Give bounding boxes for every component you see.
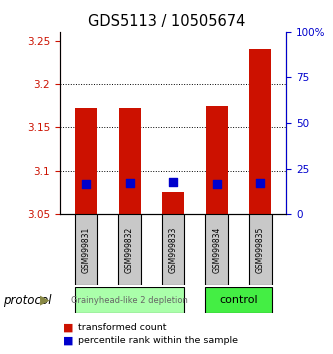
Text: GDS5113 / 10505674: GDS5113 / 10505674 — [88, 14, 245, 29]
Bar — [205, 287, 272, 313]
Text: ▶: ▶ — [40, 293, 50, 307]
Text: control: control — [219, 295, 258, 305]
Text: ■: ■ — [63, 336, 74, 346]
Bar — [206, 105, 227, 214]
Bar — [75, 214, 97, 285]
Text: GSM999834: GSM999834 — [212, 226, 221, 273]
Bar — [249, 214, 272, 285]
Point — [214, 181, 219, 187]
Bar — [119, 108, 141, 214]
Text: GSM999831: GSM999831 — [82, 227, 91, 273]
Bar — [75, 108, 97, 214]
Bar — [162, 193, 184, 214]
Text: ■: ■ — [63, 322, 74, 332]
Bar — [118, 214, 141, 285]
Point — [127, 180, 132, 186]
Text: GSM999832: GSM999832 — [125, 227, 134, 273]
Text: transformed count: transformed count — [78, 323, 167, 332]
Bar — [205, 214, 228, 285]
Text: protocol: protocol — [3, 293, 52, 307]
Bar — [162, 214, 184, 285]
Point — [258, 180, 263, 186]
Bar — [75, 287, 184, 313]
Text: GSM999835: GSM999835 — [256, 226, 265, 273]
Text: percentile rank within the sample: percentile rank within the sample — [78, 336, 238, 345]
Text: Grainyhead-like 2 depletion: Grainyhead-like 2 depletion — [71, 296, 188, 304]
Point — [83, 181, 89, 187]
Bar — [249, 49, 271, 214]
Point — [170, 179, 176, 185]
Text: GSM999833: GSM999833 — [168, 226, 178, 273]
